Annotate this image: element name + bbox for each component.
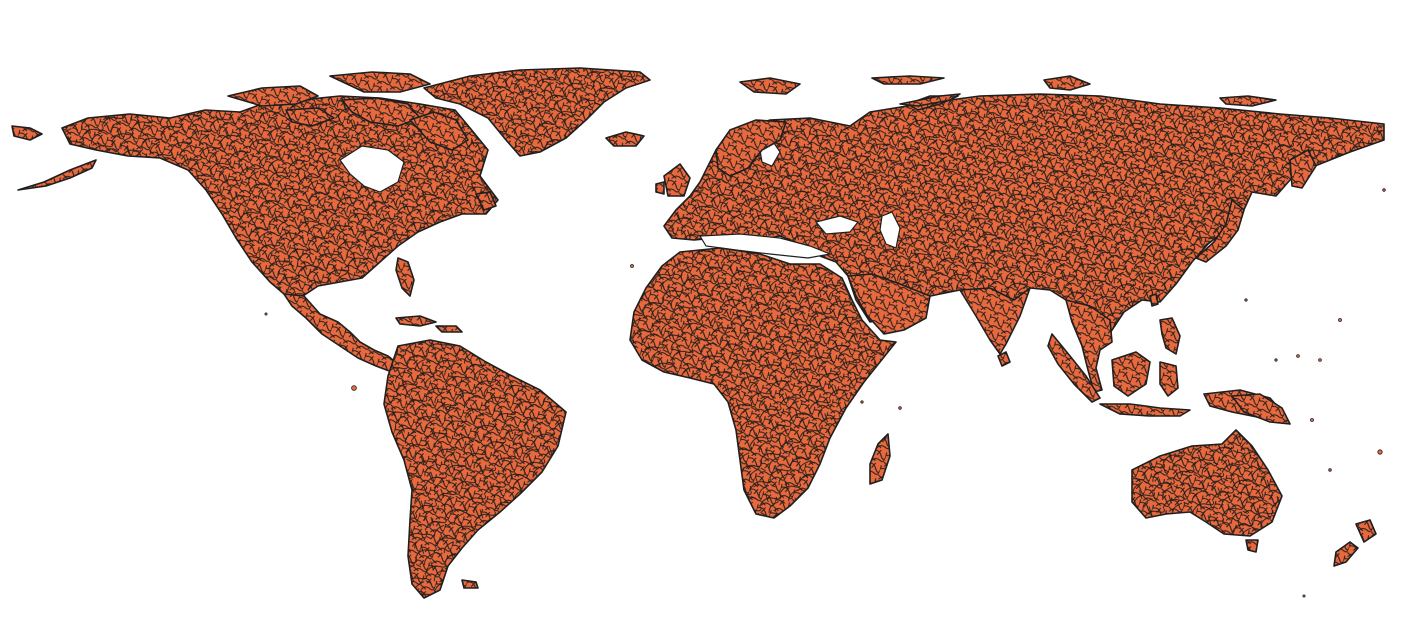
island-specks: [264, 188, 1386, 598]
africa-region: [629, 247, 897, 519]
north-america-region: [11, 67, 651, 373]
eurasia-region: [605, 75, 1385, 419]
land-polygons: [11, 67, 1386, 599]
south-america-region: [383, 339, 567, 599]
oceania-region: [1131, 393, 1377, 567]
